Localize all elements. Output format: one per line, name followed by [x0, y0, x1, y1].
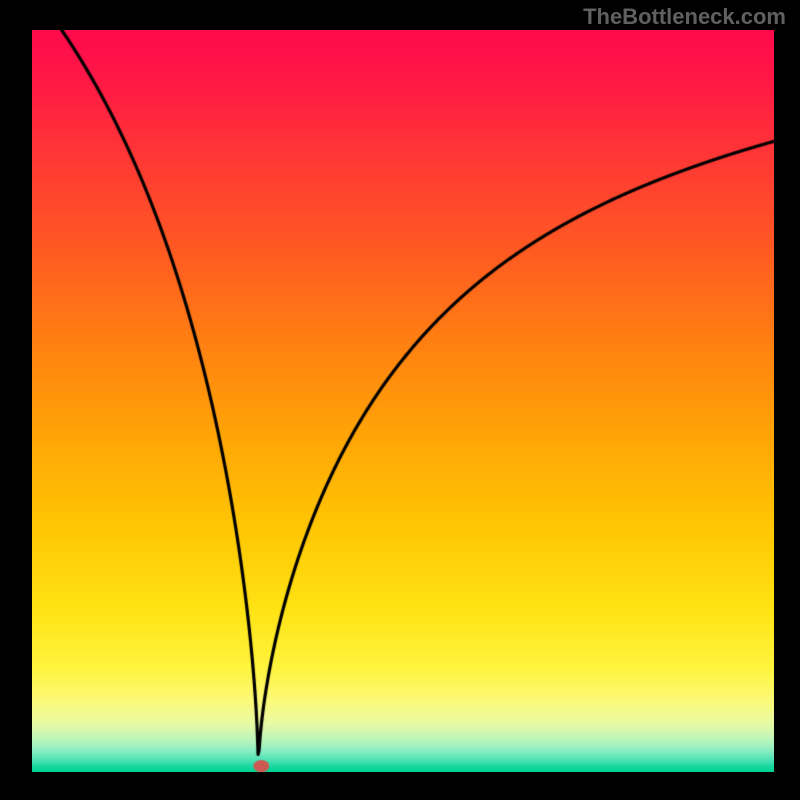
bottleneck-chart	[32, 30, 774, 772]
watermark-text: TheBottleneck.com	[583, 4, 786, 30]
